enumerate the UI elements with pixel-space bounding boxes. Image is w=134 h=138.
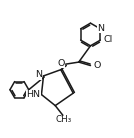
Text: O: O bbox=[93, 61, 101, 70]
Text: N: N bbox=[97, 24, 104, 33]
Text: Cl: Cl bbox=[103, 35, 113, 44]
Text: HN: HN bbox=[26, 90, 40, 99]
Text: N: N bbox=[35, 70, 42, 79]
Text: CH₃: CH₃ bbox=[55, 115, 72, 124]
Text: O: O bbox=[57, 59, 64, 68]
